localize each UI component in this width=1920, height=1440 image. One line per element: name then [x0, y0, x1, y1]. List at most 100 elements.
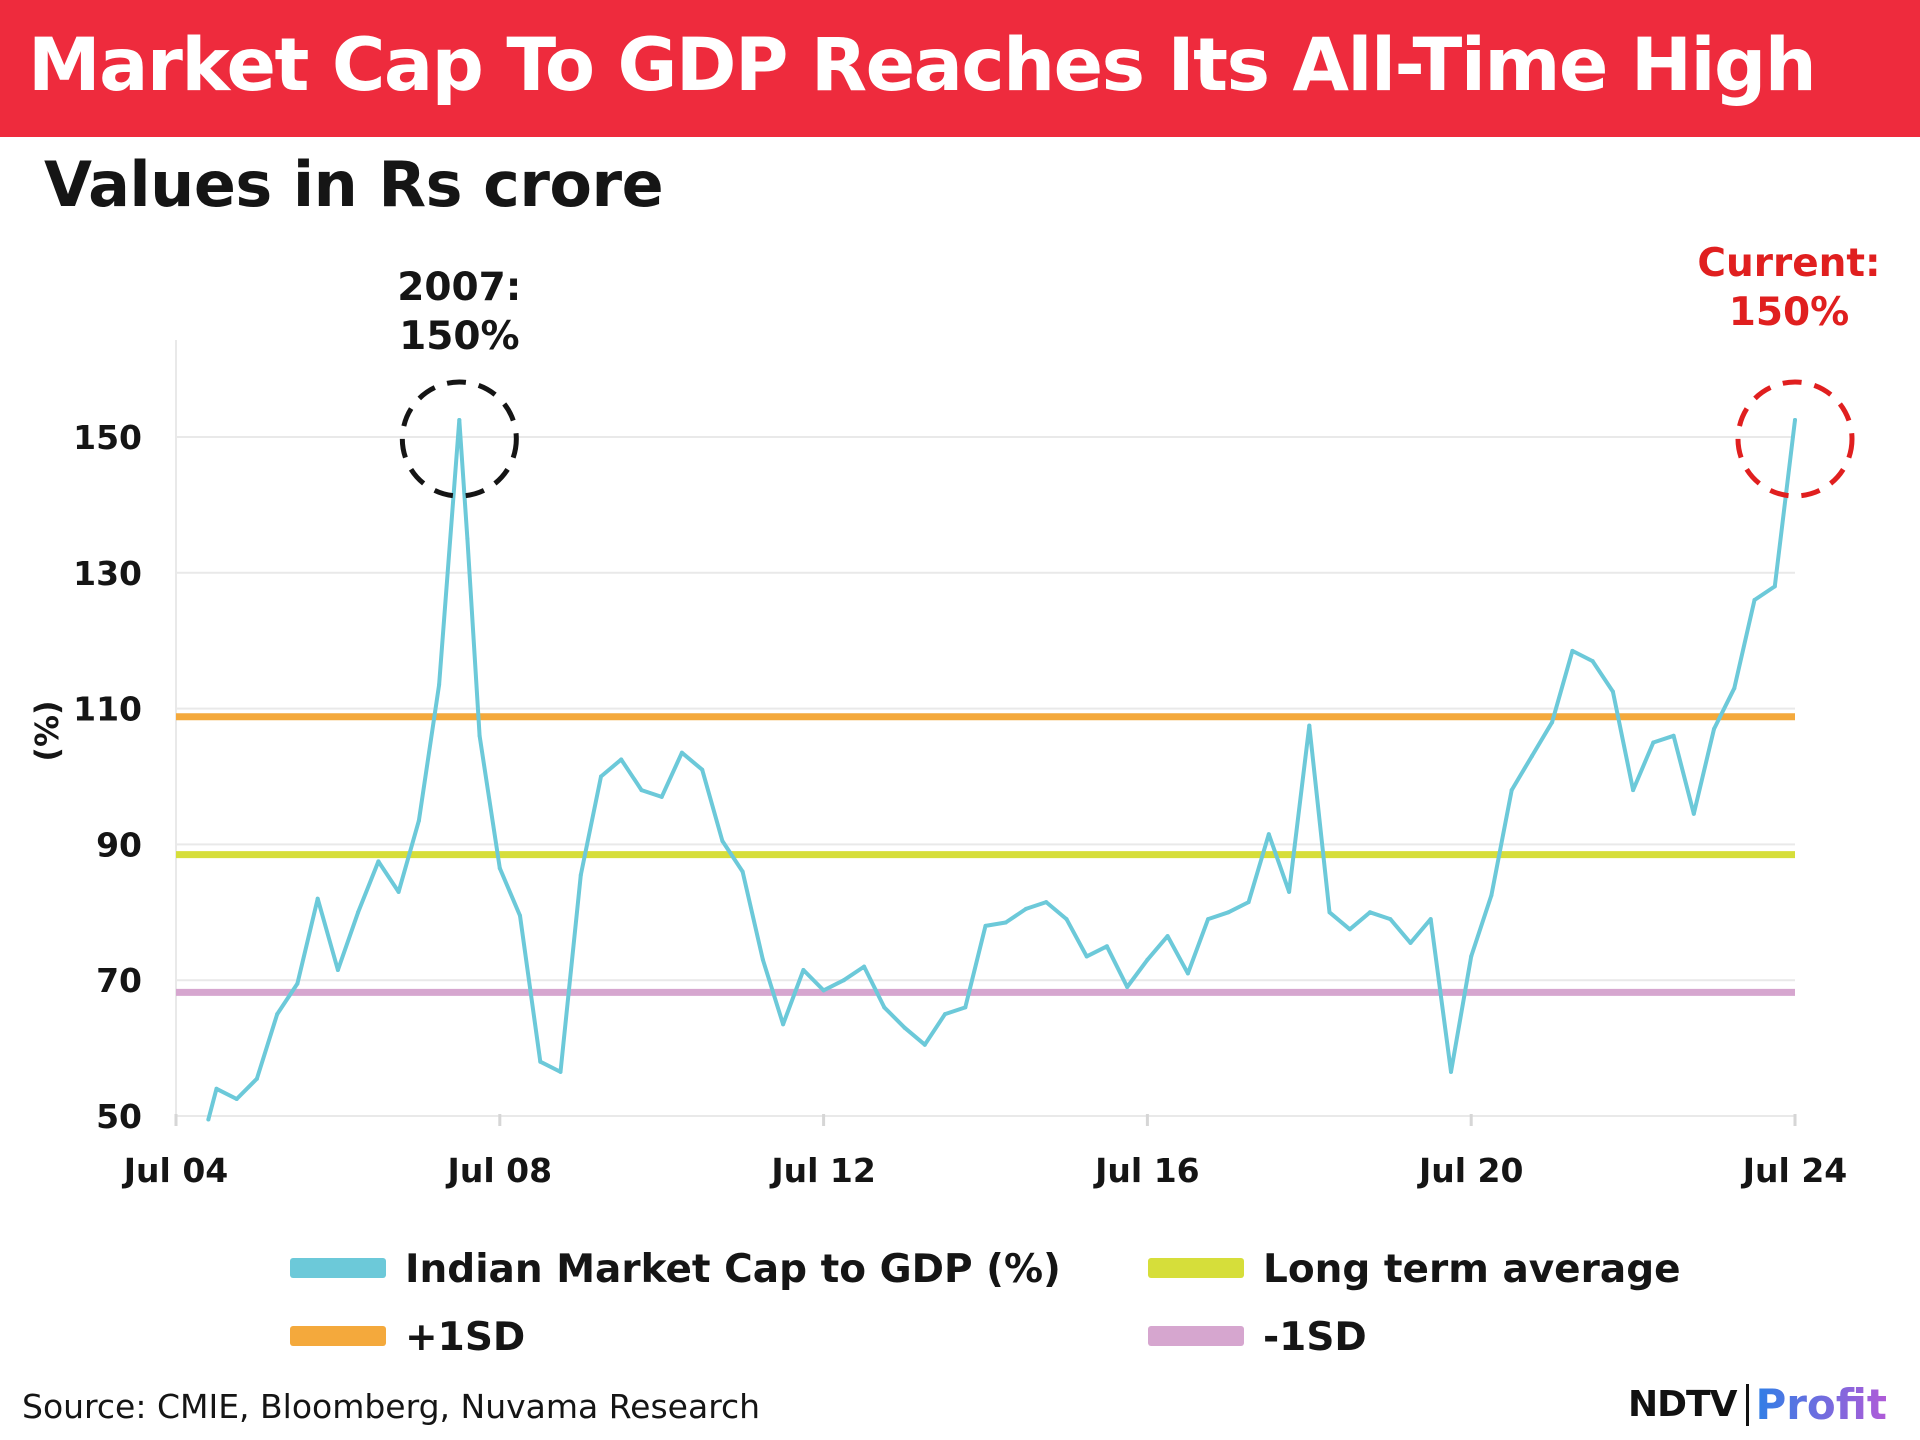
data-point: [1469, 954, 1474, 959]
data-point: [1610, 689, 1615, 694]
series-layer: [206, 418, 1797, 1122]
y-axis-title: (%): [28, 700, 66, 761]
legend-label-1: Long term average: [1263, 1247, 1681, 1292]
data-point: [1226, 910, 1231, 915]
data-point: [599, 774, 603, 779]
legend-label-2: +1SD: [405, 1315, 525, 1360]
data-point: [1246, 900, 1251, 905]
y-tick-label-70: 70: [96, 961, 142, 1000]
data-point: [1368, 910, 1372, 915]
data-point: [1024, 906, 1028, 911]
data-point: [1631, 788, 1636, 793]
annotation-label-1-line1: Current:: [1697, 241, 1880, 286]
brand-logo: NDTV Profit: [1628, 1380, 1887, 1430]
data-point: [206, 1117, 211, 1122]
data-point: [1327, 910, 1332, 915]
data-point: [1145, 957, 1150, 962]
data-point: [437, 682, 442, 687]
data-point: [760, 957, 765, 962]
data-point: [1206, 917, 1211, 922]
logo-profit-text: Profit: [1755, 1380, 1887, 1429]
annotation-label-0-line2: 150%: [399, 314, 520, 359]
data-point: [1489, 893, 1494, 898]
data-point: [1732, 686, 1737, 691]
data-point: [578, 873, 583, 877]
source-note: Source: CMIE, Bloomberg, Nuvama Research: [22, 1387, 761, 1426]
data-point: [1590, 659, 1595, 664]
data-point: [821, 988, 826, 993]
annotation-circle-1: [1735, 379, 1855, 499]
data-point: [275, 1012, 280, 1017]
data-point: [1388, 917, 1393, 922]
y-tick-label-110: 110: [73, 690, 142, 729]
data-point: [963, 1005, 968, 1010]
legend-label-0: Indian Market Cap to GDP (%): [405, 1247, 1061, 1292]
data-point: [376, 859, 381, 864]
legend-swatch-0: [290, 1258, 386, 1278]
x-tick-label-5: Jul 24: [1741, 1151, 1848, 1190]
data-point: [679, 750, 684, 755]
data-point: [1408, 940, 1413, 945]
data-point: [801, 968, 806, 972]
data-point: [841, 978, 846, 983]
logo-ndtv-text: NDTV: [1628, 1384, 1737, 1425]
x-tick-label-0: Jul 04: [122, 1151, 229, 1190]
annotation-label-1-line2: 150%: [1729, 290, 1850, 335]
data-point: [943, 1012, 947, 1017]
data-point: [465, 536, 470, 541]
data-point: [416, 818, 421, 823]
data-point: [396, 889, 401, 894]
data-point: [902, 1025, 907, 1030]
x-tick-label-3: Jul 16: [1093, 1151, 1200, 1190]
data-point: [720, 839, 725, 843]
data-point: [1529, 754, 1534, 759]
data-point: [700, 767, 705, 772]
data-point: [1691, 811, 1696, 816]
chart-subtitle: Values in Rs crore: [44, 148, 664, 221]
data-point: [1509, 788, 1514, 793]
data-point: [882, 1005, 887, 1010]
y-tick-label-90: 90: [96, 825, 142, 864]
annotation-label-0-line1: 2007:: [397, 265, 521, 310]
data-point: [558, 1069, 563, 1074]
y-tick-label-130: 130: [73, 554, 142, 593]
data-point: [639, 788, 644, 793]
data-point: [1651, 740, 1656, 745]
legend-swatch-3: [1148, 1326, 1244, 1346]
data-point: [497, 866, 502, 871]
gridlines: [175, 340, 1795, 1117]
data-point: [1104, 944, 1109, 949]
data-point: [538, 1059, 543, 1064]
data-point: [356, 910, 361, 915]
data-point: [477, 733, 482, 738]
data-point: [518, 913, 522, 918]
data-point: [659, 794, 664, 799]
data-point: [1266, 832, 1271, 837]
data-point: [1550, 720, 1555, 725]
data-point: [1084, 954, 1089, 959]
data-point: [254, 1076, 259, 1081]
data-point: [1165, 934, 1170, 939]
legend-swatch-2: [290, 1326, 386, 1346]
data-point: [335, 968, 340, 972]
data-point: [1570, 648, 1575, 653]
data-point: [862, 964, 867, 969]
data-point: [1125, 985, 1130, 989]
data-point: [1044, 900, 1049, 905]
data-point: [922, 1042, 927, 1047]
data-point: [1064, 917, 1069, 922]
data-point: [234, 1097, 239, 1101]
data-point: [295, 981, 300, 986]
legend-swatch-1: [1148, 1258, 1244, 1278]
x-tick-label-2: Jul 12: [769, 1151, 876, 1190]
data-point: [1752, 598, 1757, 602]
legend: Indian Market Cap to GDP (%) Long term av…: [290, 1247, 1681, 1360]
axes: 50 70 90 110 130 150 Jul 04 Jul 08 Jul 12 Jul 16 J…: [28, 418, 1847, 1190]
x-tick-label-1: Jul 08: [446, 1151, 553, 1190]
data-point: [1793, 418, 1797, 422]
data-point: [1449, 1069, 1453, 1074]
data-point: [457, 418, 462, 422]
data-point: [1671, 733, 1676, 738]
data-point: [1003, 920, 1008, 925]
